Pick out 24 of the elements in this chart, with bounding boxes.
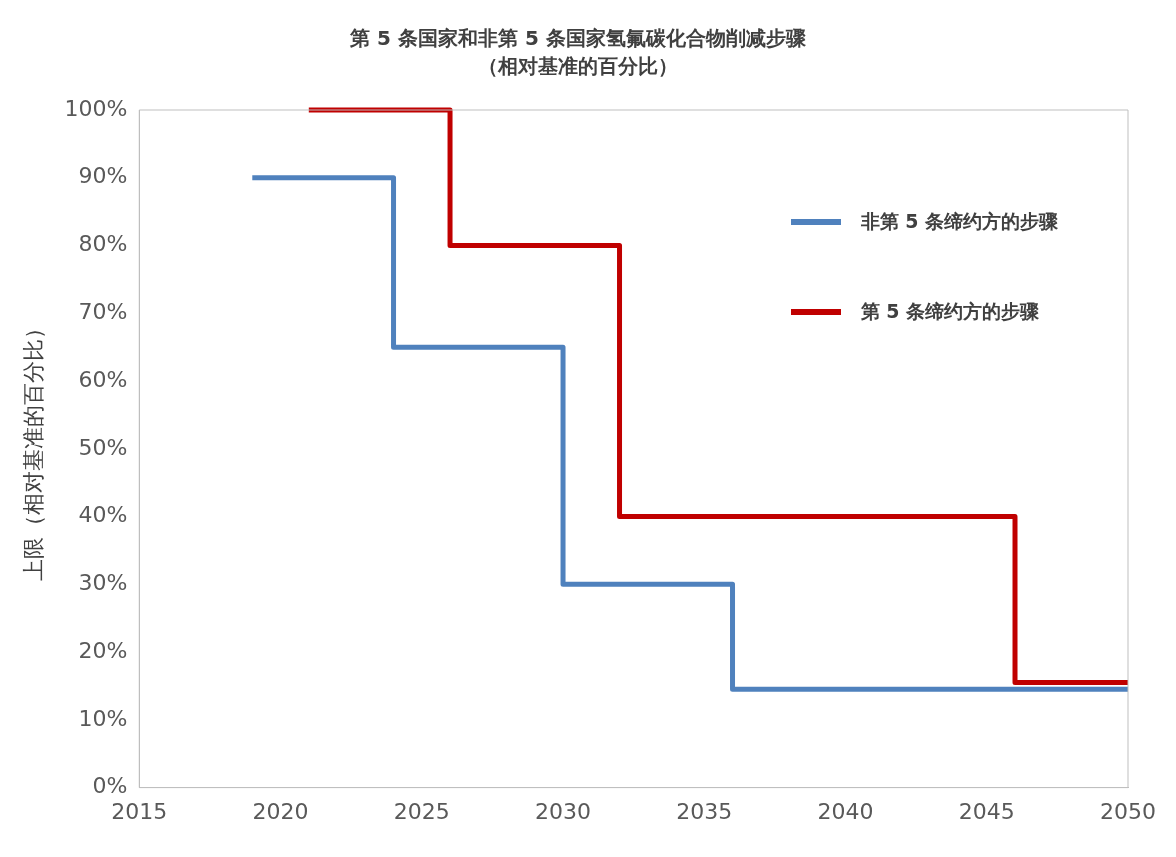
y-axis-title: 上限（相对基准的百分比） (20, 316, 46, 581)
legend-label: 非第 5 条缔约方的步骤 (860, 209, 1058, 234)
x-tick-label: 2045 (958, 798, 1015, 824)
x-tick-label: 2015 (111, 798, 168, 824)
y-tick-label: 10% (78, 705, 128, 731)
x-tick-label: 2035 (676, 798, 733, 824)
y-tick-label: 40% (78, 502, 128, 528)
x-tick-label: 2020 (252, 798, 309, 824)
chart-title: 第 5 条国家和非第 5 条国家氢氟碳化合物削减步骤 (349, 26, 807, 51)
y-tick-label: 20% (78, 637, 128, 663)
x-tick-label: 2040 (817, 798, 874, 824)
x-tick-label: 2050 (1100, 798, 1157, 824)
y-tick-label: 90% (78, 163, 128, 189)
y-tick-label: 100% (64, 95, 128, 121)
x-tick-label: 2025 (393, 798, 450, 824)
chart-subtitle: （相对基准的百分比） (478, 54, 678, 79)
y-tick-label: 70% (78, 299, 128, 324)
x-tick-label: 2030 (535, 798, 592, 824)
y-tick-label: 0% (92, 773, 128, 799)
y-tick-label: 60% (78, 366, 128, 392)
legend-label: 第 5 条缔约方的步骤 (860, 299, 1039, 324)
y-tick-label: 50% (78, 434, 128, 460)
y-tick-label: 30% (78, 570, 128, 596)
y-tick-label: 80% (78, 231, 128, 257)
